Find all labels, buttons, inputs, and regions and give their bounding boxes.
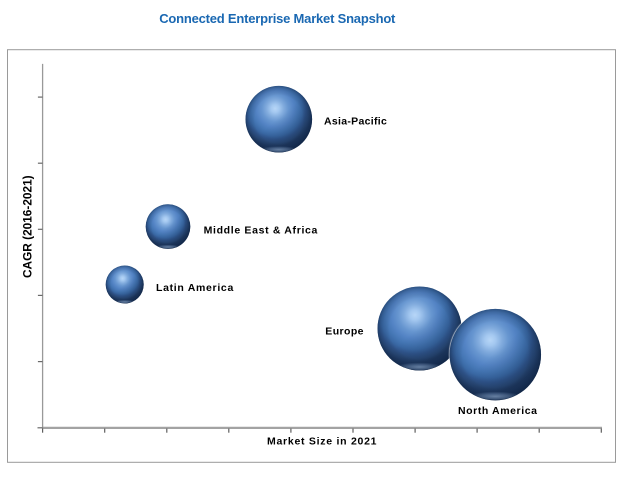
svg-text:Latin America: Latin America: [156, 282, 233, 294]
svg-text:Middle East & Africa: Middle East & Africa: [204, 225, 318, 237]
svg-text:Europe: Europe: [325, 325, 363, 337]
svg-text:North America: North America: [458, 405, 537, 417]
svg-text:Connected Enterprise Market Sn: Connected Enterprise Market Snapshot: [159, 11, 396, 26]
svg-text:CAGR (2016-2021): CAGR (2016-2021): [23, 175, 35, 278]
svg-text:Asia-Pacific: Asia-Pacific: [324, 115, 387, 127]
svg-text:Market Size in 2021: Market Size in 2021: [267, 435, 377, 447]
